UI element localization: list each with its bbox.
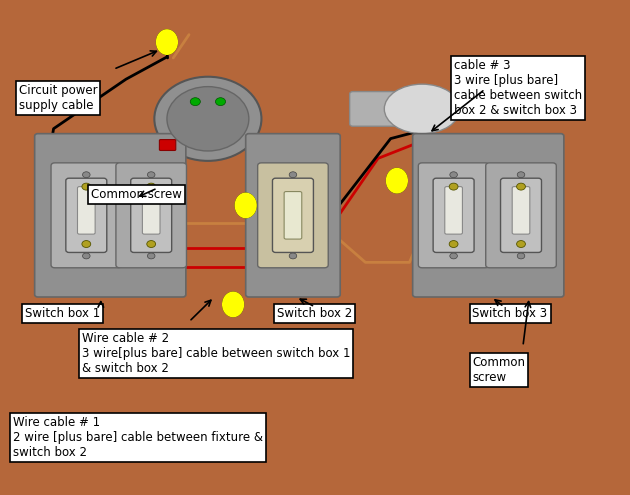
FancyBboxPatch shape xyxy=(51,163,122,268)
Ellipse shape xyxy=(223,293,243,316)
Text: Switch box 3: Switch box 3 xyxy=(472,307,547,320)
FancyBboxPatch shape xyxy=(273,178,314,252)
Text: Common screw: Common screw xyxy=(91,188,182,201)
Circle shape xyxy=(154,77,261,161)
Text: cable # 3
3 wire [plus bare]
cable between switch
box 2 & switch box 3: cable # 3 3 wire [plus bare] cable betwe… xyxy=(454,59,581,117)
FancyBboxPatch shape xyxy=(159,140,176,150)
FancyBboxPatch shape xyxy=(284,192,302,239)
Ellipse shape xyxy=(384,84,460,134)
Circle shape xyxy=(517,172,525,178)
Circle shape xyxy=(147,172,155,178)
FancyBboxPatch shape xyxy=(258,163,328,268)
Circle shape xyxy=(82,241,91,248)
Circle shape xyxy=(449,183,458,190)
Circle shape xyxy=(167,87,249,151)
FancyBboxPatch shape xyxy=(246,134,340,297)
Circle shape xyxy=(289,253,297,259)
Ellipse shape xyxy=(157,30,177,54)
Circle shape xyxy=(83,172,90,178)
FancyBboxPatch shape xyxy=(131,178,171,252)
Circle shape xyxy=(82,183,91,190)
Circle shape xyxy=(147,253,155,259)
Circle shape xyxy=(517,183,525,190)
Text: Wire cable # 1
2 wire [plus bare] cable between fixture &
switch box 2: Wire cable # 1 2 wire [plus bare] cable … xyxy=(13,416,263,459)
FancyBboxPatch shape xyxy=(418,163,489,268)
Text: Wire cable # 2
3 wire[plus bare] cable between switch box 1
& switch box 2: Wire cable # 2 3 wire[plus bare] cable b… xyxy=(82,332,350,375)
FancyBboxPatch shape xyxy=(350,92,406,126)
Ellipse shape xyxy=(387,169,407,193)
FancyBboxPatch shape xyxy=(142,187,160,234)
FancyBboxPatch shape xyxy=(445,187,462,234)
Circle shape xyxy=(449,241,458,248)
Circle shape xyxy=(190,98,200,105)
FancyBboxPatch shape xyxy=(35,134,186,297)
Circle shape xyxy=(289,172,297,178)
FancyBboxPatch shape xyxy=(413,134,564,297)
Circle shape xyxy=(147,183,156,190)
Circle shape xyxy=(147,241,156,248)
Circle shape xyxy=(83,253,90,259)
FancyBboxPatch shape xyxy=(512,187,530,234)
FancyBboxPatch shape xyxy=(486,163,556,268)
Circle shape xyxy=(450,172,457,178)
FancyBboxPatch shape xyxy=(501,178,542,252)
Text: Common
screw: Common screw xyxy=(472,356,525,385)
Text: Circuit power
supply cable: Circuit power supply cable xyxy=(19,84,98,112)
Text: Switch box 1: Switch box 1 xyxy=(25,307,100,320)
Circle shape xyxy=(517,253,525,259)
Circle shape xyxy=(517,241,525,248)
Circle shape xyxy=(215,98,226,105)
Ellipse shape xyxy=(236,194,256,217)
FancyBboxPatch shape xyxy=(116,163,186,268)
Circle shape xyxy=(450,253,457,259)
FancyBboxPatch shape xyxy=(66,178,106,252)
FancyBboxPatch shape xyxy=(77,187,95,234)
FancyBboxPatch shape xyxy=(433,178,474,252)
Text: Switch box 2: Switch box 2 xyxy=(277,307,352,320)
